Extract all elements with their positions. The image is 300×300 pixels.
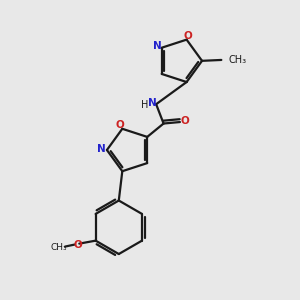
Text: CH₃: CH₃	[229, 55, 247, 65]
Text: O: O	[74, 239, 82, 250]
Text: H: H	[141, 100, 148, 110]
Text: O: O	[116, 120, 124, 130]
Text: O: O	[181, 116, 190, 126]
Text: N: N	[97, 144, 106, 154]
Text: N: N	[153, 41, 162, 51]
Text: O: O	[184, 31, 193, 41]
Text: N: N	[148, 98, 157, 108]
Text: CH₃: CH₃	[51, 243, 68, 252]
